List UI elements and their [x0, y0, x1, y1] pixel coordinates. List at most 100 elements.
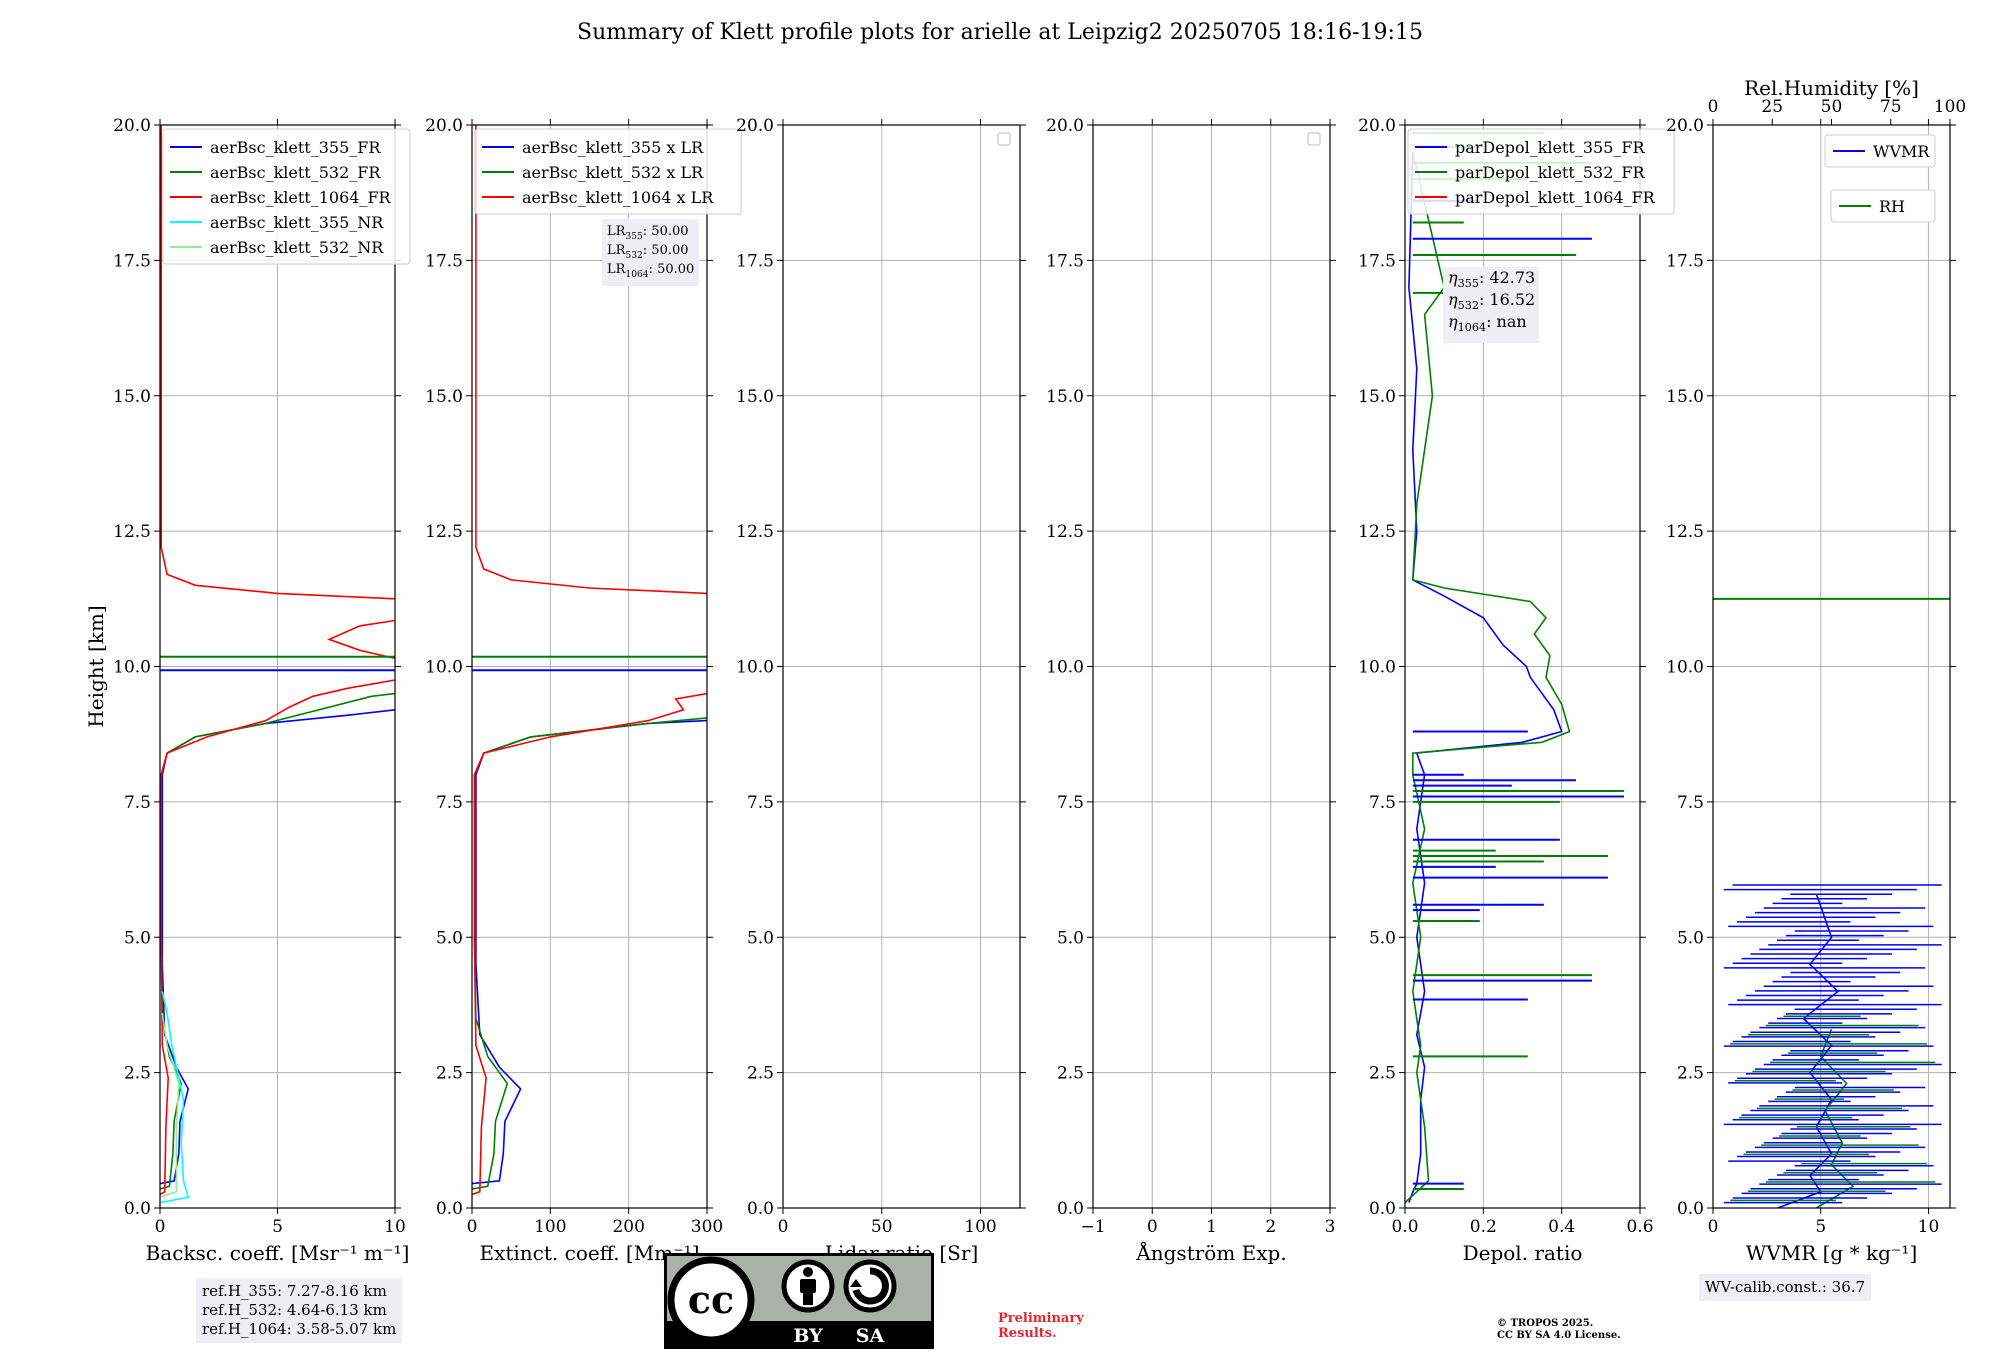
y-tick-label: 7.5	[124, 793, 151, 813]
panel-backscatter: 0 5 10 0.0 2.5 5.0 7.5 10.0 12.5 15.0 17.5 20.0 Back…	[84, 116, 411, 1265]
x-tick-label: 5	[1815, 1217, 1826, 1237]
plot-area	[160, 125, 395, 1204]
copyright-note: © TROPOS 2025. CC BY SA 4.0 License.	[1497, 1318, 1621, 1342]
y-tick-label: 2.5	[1369, 1064, 1396, 1084]
x-tick-label: 0	[778, 1217, 789, 1237]
y-tick-label: 7.5	[1369, 793, 1396, 813]
x-tick-label: 0	[1147, 1217, 1158, 1237]
y-tick-label: 12.5	[736, 522, 774, 542]
legend-box	[474, 128, 742, 215]
y-tick-label: 0.0	[124, 1199, 151, 1219]
y-tick-label: 0.0	[1677, 1199, 1704, 1219]
copyright-line-1: © TROPOS 2025.	[1497, 1318, 1594, 1329]
cc-text: cc	[688, 1277, 734, 1322]
y-tick-label: 10.0	[1666, 658, 1704, 678]
series-parDepol_klett_355_FR	[1408, 152, 1563, 1203]
y-tick-label: 2.5	[1677, 1064, 1704, 1084]
axes-frame	[1092, 124, 1331, 1209]
y-tick-label: 17.5	[425, 251, 463, 271]
x-tick-label: 0	[467, 1217, 478, 1237]
annotation-line: LR532: 50.00	[607, 243, 689, 261]
y-tick-label: 10.0	[1358, 658, 1396, 678]
series-aerBsc_klett_1064 x LR	[472, 692, 707, 1196]
wv-calibration-box: WV-calib.const.: 36.7	[1699, 1274, 1872, 1301]
empty-legend-box	[1307, 132, 1321, 146]
y-tick-label: 20.0	[1666, 116, 1704, 136]
preliminary-line-1: Preliminary	[998, 1311, 1084, 1326]
y-axis-label: Height [km]	[84, 605, 108, 727]
legend-label: aerBsc_klett_355 x LR	[522, 138, 704, 157]
y-tick-label: 7.5	[436, 793, 463, 813]
by-label: BY	[793, 1325, 823, 1347]
panel-water-vapor: 0 5 10 0.0 2.5 5.0 7.5 10.0 12.5 15.0 17.5 20.0 WVMR…	[1666, 76, 1966, 1265]
x-axis-label: Ångström Exp.	[1135, 1240, 1286, 1265]
x-tick-label: 2	[1265, 1217, 1276, 1237]
plot-area	[472, 125, 707, 1196]
legend-label: parDepol_klett_532_FR	[1455, 163, 1646, 182]
annotation-line: LR355: 50.00	[607, 224, 689, 242]
y-tick-label: 20.0	[1046, 116, 1084, 136]
y-tick-label: 20.0	[113, 116, 151, 136]
x-tick-label: 1	[1206, 1217, 1217, 1237]
y-tick-label: 12.5	[425, 522, 463, 542]
legend-label: parDepol_klett_1064_FR	[1455, 188, 1656, 207]
x-tick-label: 50	[871, 1217, 893, 1237]
y-tick-label: 17.5	[1046, 251, 1084, 271]
y-tick-label: 17.5	[736, 251, 774, 271]
x2-tick-label: 75	[1880, 97, 1902, 117]
x-tick-label: 200	[612, 1217, 644, 1237]
wv-calib-const: WV-calib.const.: 36.7	[1705, 1278, 1866, 1296]
empty-legend-box	[997, 132, 1011, 146]
x-tick-label: 10	[384, 1217, 406, 1237]
annotation-line: LR1064: 50.00	[607, 262, 694, 280]
y-tick-label: 12.5	[1666, 522, 1704, 542]
series-aerBsc_klett_1064_FR_cloud	[327, 619, 395, 660]
legend-box	[1824, 134, 1936, 168]
legend-box	[162, 128, 411, 265]
y-tick-label: 15.0	[425, 387, 463, 407]
legend-label: parDepol_klett_355_FR	[1455, 138, 1646, 157]
y-tick-label: 20.0	[425, 116, 463, 136]
y-tick-label: 7.5	[1057, 793, 1084, 813]
y-tick-label: 15.0	[1046, 387, 1084, 407]
x2-tick-label: 0	[1708, 97, 1719, 117]
series-aerBsc_klett_532_NR	[160, 1012, 180, 1198]
y-tick-label: 2.5	[1057, 1064, 1084, 1084]
legend-label: aerBsc_klett_1064_FR	[210, 188, 392, 207]
legend-box	[1407, 128, 1675, 215]
legend-label: aerBsc_klett_532_NR	[210, 238, 384, 257]
x-tick-label: 100	[964, 1217, 996, 1237]
axes-frame	[1404, 124, 1641, 1209]
legend-label: aerBsc_klett_355_FR	[210, 138, 381, 157]
y-tick-label: 10.0	[736, 658, 774, 678]
x-tick-label: 100	[534, 1217, 566, 1237]
y-tick-label: 7.5	[1677, 793, 1704, 813]
x2-tick-label: 25	[1761, 97, 1783, 117]
panel-extinction: 0 100 200 300 0.0 2.5 5.0 7.5 10.0 12.5 15.0 17.5 20…	[425, 116, 742, 1265]
y-tick-label: 5.0	[436, 928, 463, 948]
panel-lidar-ratio: 0501000.02.55.07.510.012.515.017.520.0Li…	[736, 116, 1026, 1265]
series-RH	[1815, 1029, 1855, 1208]
y-tick-label: 2.5	[436, 1064, 463, 1084]
y-tick-label: 12.5	[113, 522, 151, 542]
x-tick-label: 0.0	[1391, 1217, 1418, 1237]
y-tick-label: 0.0	[436, 1199, 463, 1219]
panel-angstrom: −1 0 1 2 3 0.0 2.5 5.0 7.5 10.0 12.5 15.0 17.5 20.0 Ån…	[1046, 116, 1336, 1265]
x2-axis-label: Rel.Humidity [%]	[1744, 76, 1919, 100]
y-tick-label: 15.0	[113, 387, 151, 407]
refh-1064: ref.H_1064: 3.58-5.07 km	[202, 1320, 397, 1338]
series-parDepol_klett_532_FR	[1405, 151, 1571, 1204]
legend-label: aerBsc_klett_532_FR	[210, 163, 381, 182]
x-tick-label: 0	[1708, 1217, 1719, 1237]
legend-label: RH	[1879, 197, 1905, 216]
preliminary-note: Preliminary Results.	[998, 1311, 1084, 1341]
refh-355: ref.H_355: 7.27-8.16 km	[202, 1282, 387, 1300]
series-aerBsc_klett_355 x LR	[472, 719, 707, 1185]
annotation-line: η532: 16.52	[1448, 290, 1535, 312]
y-tick-label: 17.5	[113, 251, 151, 271]
y-tick-label: 10.0	[113, 658, 151, 678]
panel-depol: 0.0 0.2 0.4 0.6 0.0 2.5 5.0 7.5 10.0 12.5 15.0 17.5…	[1358, 116, 1675, 1265]
annotation-box	[1443, 267, 1539, 343]
x-tick-label: 0.2	[1470, 1217, 1497, 1237]
series-aerBsc_klett_1064 x LR top	[475, 125, 707, 595]
